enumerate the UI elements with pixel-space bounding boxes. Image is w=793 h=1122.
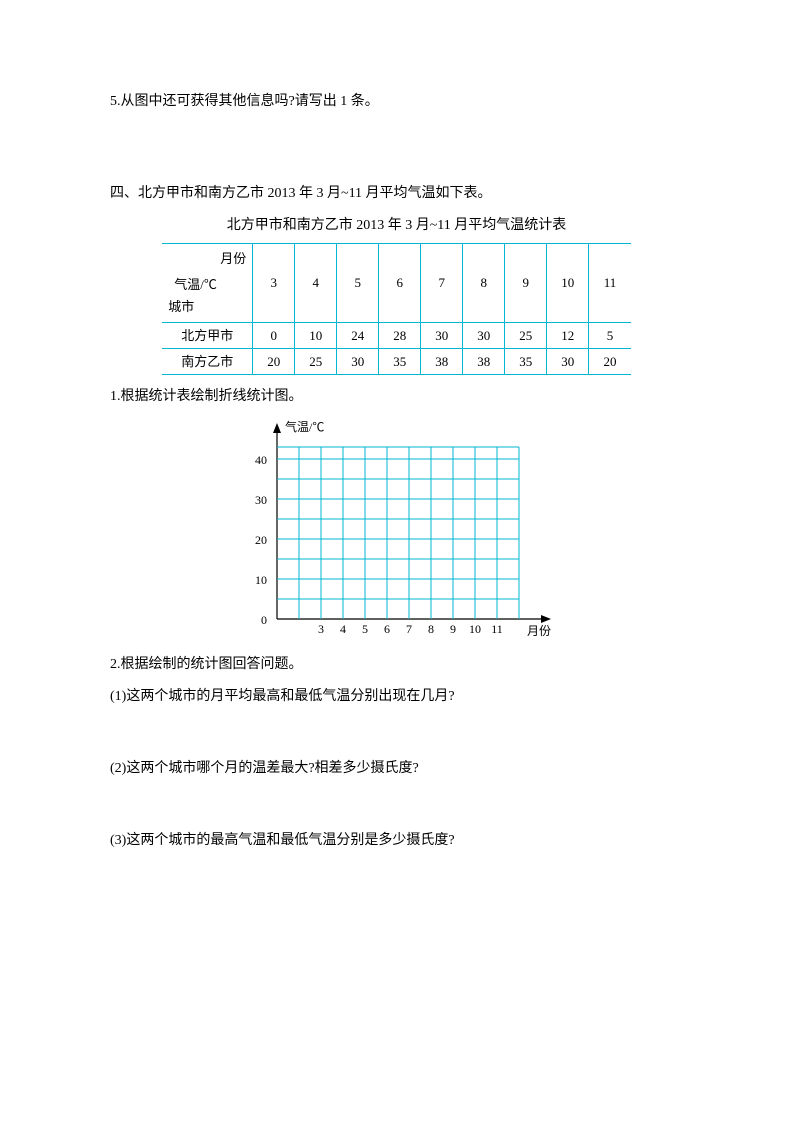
table-cell: 12 xyxy=(547,323,589,349)
table-cell: 35 xyxy=(505,349,547,375)
month-header: 5 xyxy=(337,244,379,323)
spacer xyxy=(110,789,683,829)
y-axis-label: 气温/℃ xyxy=(285,419,324,434)
diag-l2: 气温/℃ xyxy=(174,274,217,296)
spacer xyxy=(110,717,683,757)
table-cell: 38 xyxy=(463,349,505,375)
table-cell: 10 xyxy=(295,323,337,349)
month-header: 4 xyxy=(295,244,337,323)
table-cell: 35 xyxy=(379,349,421,375)
question-2-3: (3)这两个城市的最高气温和最低气温分别是多少摄氏度? xyxy=(110,829,683,853)
table-cell: 5 xyxy=(589,323,631,349)
diag-l1: 月份 xyxy=(220,248,246,270)
y-arrow-icon xyxy=(273,423,281,433)
table-cell: 30 xyxy=(463,323,505,349)
table-cell: 38 xyxy=(421,349,463,375)
table-cell: 30 xyxy=(337,349,379,375)
y-tick: 30 xyxy=(255,493,267,507)
question-2-heading: 2.根据绘制的统计图回答问题。 xyxy=(110,653,683,677)
table-title: 北方甲市和南方乙市 2013 年 3 月~11 月平均气温统计表 xyxy=(110,214,683,238)
table-cell: 20 xyxy=(253,349,295,375)
temperature-table: 月份 气温/℃ 城市 3 4 5 6 7 8 9 10 11 北方甲市 0 10… xyxy=(162,243,631,375)
month-header: 9 xyxy=(505,244,547,323)
month-header: 6 xyxy=(379,244,421,323)
x-tick: 9 xyxy=(450,622,456,636)
x-tick: 5 xyxy=(362,622,368,636)
grid xyxy=(277,447,519,619)
y-tick: 40 xyxy=(255,453,267,467)
table-cell: 30 xyxy=(547,349,589,375)
x-tick: 7 xyxy=(406,622,412,636)
month-header: 7 xyxy=(421,244,463,323)
table-cell: 30 xyxy=(421,323,463,349)
x-tick: 11 xyxy=(491,622,503,636)
y-tick: 10 xyxy=(255,573,267,587)
spacer xyxy=(110,122,683,182)
question-1: 1.根据统计表绘制折线统计图。 xyxy=(110,385,683,409)
table-cell: 25 xyxy=(295,349,337,375)
question-5: 5.从图中还可获得其他信息吗?请写出 1 条。 xyxy=(110,90,683,114)
table-cell: 28 xyxy=(379,323,421,349)
table-cell: 0 xyxy=(253,323,295,349)
y-tick: 0 xyxy=(261,613,267,627)
section-4-heading: 四、北方甲市和南方乙市 2013 年 3 月~11 月平均气温如下表。 xyxy=(110,182,683,206)
blank-chart-grid: 气温/℃ 月份 0 10 20 30 40 3 4 5 6 7 xyxy=(227,419,567,639)
x-tick: 6 xyxy=(384,622,390,636)
question-2-1: (1)这两个城市的月平均最高和最低气温分别出现在几月? xyxy=(110,685,683,709)
month-header: 10 xyxy=(547,244,589,323)
x-tick: 10 xyxy=(469,622,481,636)
y-tick: 20 xyxy=(255,533,267,547)
x-arrow-icon xyxy=(541,615,551,623)
x-axis-label: 月份 xyxy=(527,624,551,638)
month-header: 3 xyxy=(253,244,295,323)
table-cell: 20 xyxy=(589,349,631,375)
month-header: 11 xyxy=(589,244,631,323)
diag-l3: 城市 xyxy=(168,296,194,318)
row-label: 南方乙市 xyxy=(162,349,253,375)
row-label: 北方甲市 xyxy=(162,323,253,349)
question-2-2: (2)这两个城市哪个月的温差最大?相差多少摄氏度? xyxy=(110,757,683,781)
month-header: 8 xyxy=(463,244,505,323)
x-tick: 3 xyxy=(318,622,324,636)
table-diagonal-header: 月份 气温/℃ 城市 xyxy=(162,244,253,323)
x-tick: 4 xyxy=(340,622,346,636)
table-cell: 25 xyxy=(505,323,547,349)
table-cell: 24 xyxy=(337,323,379,349)
x-tick: 8 xyxy=(428,622,434,636)
